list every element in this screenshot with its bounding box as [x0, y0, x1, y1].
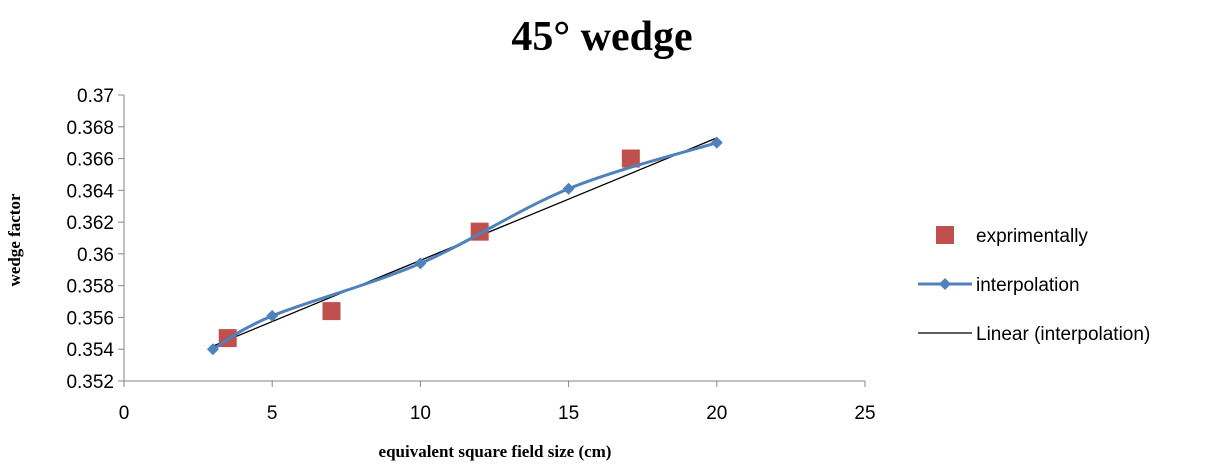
y-tick-label: 0.364 — [66, 181, 114, 202]
y-tick-label: 0.358 — [66, 277, 114, 298]
legend-swatch-exprimentally — [936, 226, 954, 244]
series-layer — [206, 136, 723, 356]
x-tick-label: 5 — [267, 403, 278, 424]
y-tick-label: 0.36 — [77, 245, 114, 266]
plot-area: 0.352 0.354 0.356 0.358 0.36 0.362 0.364 0.366 0… — [66, 86, 875, 424]
interpolation-point — [266, 309, 279, 322]
x-tick-label: 0 — [119, 403, 130, 424]
interpolation-point — [710, 136, 723, 149]
x-tick-label: 25 — [854, 403, 875, 424]
legend-label: Linear (interpolation) — [976, 324, 1150, 345]
y-tick-label: 0.366 — [66, 150, 114, 171]
interpolation-point — [414, 257, 427, 270]
legend: exprimentally interpolation Linear (interp… — [918, 226, 1150, 345]
x-tick-label: 20 — [706, 403, 727, 424]
legend-label: interpolation — [976, 275, 1080, 296]
y-axis-ticks: 0.352 0.354 0.356 0.358 0.36 0.362 0.364 0.366 0… — [66, 86, 124, 393]
legend-label: exprimentally — [976, 226, 1088, 247]
y-tick-label: 0.352 — [66, 372, 114, 393]
y-tick-label: 0.356 — [66, 308, 114, 329]
y-tick-label: 0.354 — [66, 340, 114, 361]
x-tick-label: 10 — [410, 403, 431, 424]
x-tick-label: 15 — [558, 403, 579, 424]
interpolation-point — [562, 182, 575, 195]
series-line-interpolation — [212, 141, 718, 351]
x-axis-title: equivalent square field size (cm) — [379, 442, 612, 461]
chart-title: 45° wedge — [511, 14, 692, 60]
y-tick-label: 0.37 — [77, 86, 114, 107]
interpolation-point — [206, 343, 219, 356]
experimental-point — [322, 302, 341, 321]
y-tick-label: 0.362 — [66, 213, 114, 234]
legend-swatch-interpolation-marker — [939, 278, 951, 290]
experimental-point — [621, 149, 640, 168]
x-axis-ticks: 0 5 10 15 20 25 — [119, 381, 876, 424]
y-axis-title: wedge factor — [5, 193, 24, 286]
y-tick-label: 0.368 — [66, 118, 114, 139]
